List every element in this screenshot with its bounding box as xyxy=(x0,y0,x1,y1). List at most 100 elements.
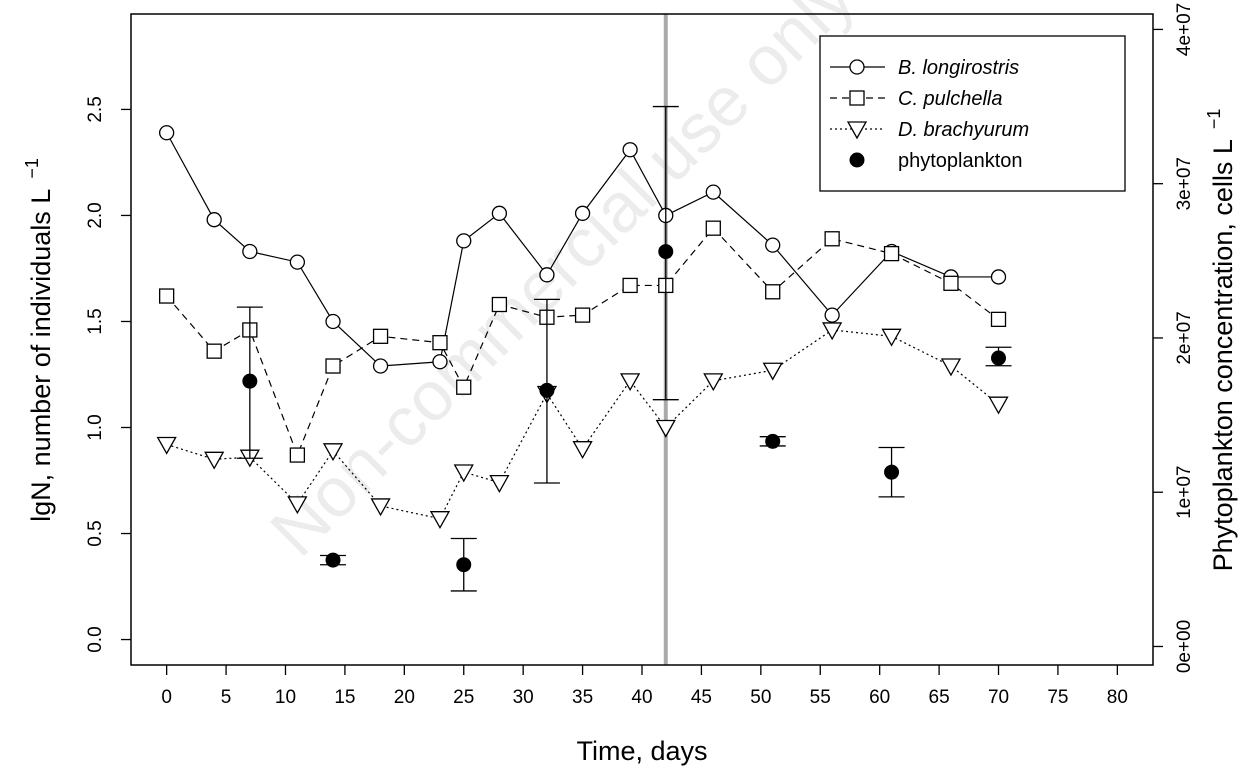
d-brachyurum-point xyxy=(940,358,962,377)
y-axis-title: lgN, number of individuals L −1 xyxy=(22,158,56,522)
legend: B. longirostris C. pulchella D. brachyurum… xyxy=(819,35,1126,192)
x-axis-title: Time, days xyxy=(576,736,707,766)
d-brachyurum-point xyxy=(881,328,902,347)
c-pulchella-point xyxy=(432,335,448,351)
b-longirostris-point xyxy=(824,307,840,323)
x-tick-label: 50 xyxy=(750,687,771,708)
phytoplankton-point xyxy=(765,433,781,449)
d-brachyurum-point xyxy=(655,419,676,438)
d-brachyurum-point xyxy=(988,396,1009,415)
d-brachyurum-point xyxy=(703,373,724,392)
y2-axis-title-sup: −1 xyxy=(1204,109,1224,130)
d-brachyurum-point xyxy=(762,362,783,381)
c-pulchella-point xyxy=(372,328,389,344)
legend-marker xyxy=(849,90,865,106)
b-longirostris-point xyxy=(574,205,591,221)
x-tick-label: 20 xyxy=(394,687,415,708)
legend-marker xyxy=(849,152,865,168)
y-tick-label: 0.0 xyxy=(85,626,106,652)
c-pulchella-point xyxy=(491,296,508,313)
b-longirostris-point xyxy=(622,142,638,158)
legend-label: phytoplankton xyxy=(898,150,1023,172)
legend-box xyxy=(819,35,1126,192)
svg-text:lgN, number of individuals L−1: lgN, number of individuals L −1 xyxy=(22,158,56,522)
y-tick-label: 2.0 xyxy=(85,202,106,228)
y-axis-title-sup: −1 xyxy=(22,158,42,179)
b-longirostris-point xyxy=(539,267,555,283)
b-longirostris-point xyxy=(432,354,448,370)
legend-marker xyxy=(849,59,865,75)
phytoplankton-point xyxy=(991,350,1007,366)
phytoplankton-point xyxy=(658,244,674,260)
legend-label: D. brachyurum xyxy=(898,119,1029,141)
x-tick-label: 30 xyxy=(513,687,534,708)
legend-label: C. pulchella xyxy=(898,88,1003,110)
legend-marker xyxy=(846,121,868,140)
c-pulchella-point xyxy=(456,379,472,395)
x-tick-label: 60 xyxy=(869,687,890,708)
phytoplankton-point xyxy=(242,373,258,389)
d-brachyurum-point xyxy=(429,511,451,530)
x-tick-label: 0 xyxy=(161,687,172,708)
d-brachyurum-point xyxy=(322,443,344,462)
x-tick-label: 25 xyxy=(453,687,474,708)
x-tick-label: 10 xyxy=(275,687,296,708)
y-tick-label: 2.5 xyxy=(85,96,106,122)
x-tick-label: 55 xyxy=(810,687,831,708)
d-brachyurum-point xyxy=(822,322,843,341)
b-longirostris-point xyxy=(372,358,389,374)
d-brachyurum-point xyxy=(287,496,308,515)
y2-tick-label: 3e+07 xyxy=(1174,157,1195,210)
y2-tick-label: 4e+07 xyxy=(1174,3,1195,56)
d-brachyurum-point xyxy=(620,373,641,392)
plot-frame xyxy=(130,13,1154,666)
b-longirostris-point xyxy=(325,313,341,330)
svg-text:Phytoplankton concentration, c: Phytoplankton concentration, cells L −1 xyxy=(1204,109,1238,572)
b-longirostris-point xyxy=(990,269,1007,285)
y2-axis-title: Phytoplankton concentration, cells L −1 xyxy=(1204,109,1238,572)
y2-tick-label: 1e+07 xyxy=(1174,466,1195,519)
c-pulchella-point xyxy=(159,288,175,304)
c-pulchella-point xyxy=(765,284,781,300)
y-axis-title-text: lgN, number of individuals L xyxy=(26,189,56,522)
c-pulchella-point xyxy=(705,220,721,236)
y2-tick-label: 0e+00 xyxy=(1174,620,1195,673)
x-tick-label: 15 xyxy=(334,687,355,708)
c-pulchella-point xyxy=(574,307,591,323)
d-brachyurum-point xyxy=(156,436,177,455)
y2-tick-label: 2e+07 xyxy=(1174,311,1195,364)
y-tick-label: 1.0 xyxy=(85,414,106,440)
x-tick-label: 65 xyxy=(929,687,950,708)
b-longirostris-point xyxy=(491,205,508,221)
x-tick-label: 5 xyxy=(221,687,232,708)
phytoplankton-point xyxy=(325,552,341,568)
c-pulchella-point xyxy=(289,447,306,463)
c-pulchella-point xyxy=(943,275,959,291)
d-brachyurum-point xyxy=(572,441,593,460)
phytoplankton-point xyxy=(884,464,900,480)
c-pulchella-point xyxy=(824,231,840,247)
phytoplankton-point xyxy=(539,382,555,398)
y-tick-label: 1.5 xyxy=(85,308,106,334)
x-tick-label: 40 xyxy=(631,687,652,708)
x-tick-label: 35 xyxy=(572,687,593,708)
d-brachyurum-point xyxy=(204,451,225,470)
legend-label: B. longirostris xyxy=(898,57,1019,79)
phytoplankton-point xyxy=(456,557,472,573)
d-brachyurum-point xyxy=(370,498,391,517)
b-longirostris-point xyxy=(289,254,306,270)
c-pulchella-point xyxy=(883,245,900,262)
c-pulchella-point xyxy=(622,277,638,294)
c-pulchella-point xyxy=(990,311,1007,328)
b-longirostris-point xyxy=(765,237,781,253)
b-longirostris-point xyxy=(705,184,721,200)
x-tick-label: 70 xyxy=(988,687,1009,708)
b-longirostris-point xyxy=(206,212,222,228)
d-brachyurum-point xyxy=(453,464,474,483)
x-tick-label: 75 xyxy=(1047,687,1068,708)
y-tick-label: 0.5 xyxy=(85,520,106,546)
c-pulchella-point xyxy=(325,358,341,374)
y2-axis-title-text: Phytoplankton concentration, cells L xyxy=(1208,139,1238,571)
plot-layer: 0 5 10 15 20 25 30 35 40 45 50 55 60 65 70 75 80 0.0 0.5 1.… xyxy=(85,3,1195,708)
